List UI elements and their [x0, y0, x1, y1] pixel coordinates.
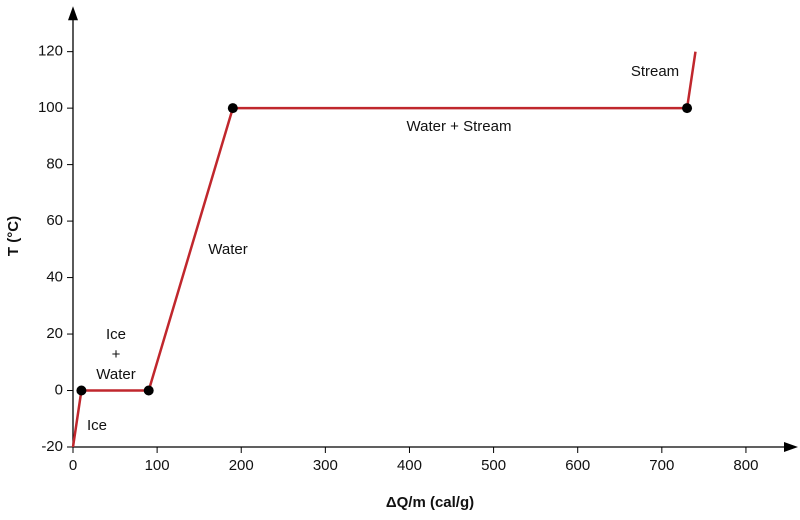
annotation: Ice: [87, 417, 107, 434]
y-axis-arrow: [68, 6, 78, 21]
data-line: [71, 51, 697, 448]
data-point: [143, 385, 154, 396]
annotation: Water + Stream: [407, 118, 512, 135]
data-point: [227, 103, 238, 114]
y-tick-label: 100: [38, 99, 63, 116]
data-point: [682, 103, 693, 114]
x-tick-label: 200: [229, 457, 254, 474]
x-tick-label: 700: [649, 457, 674, 474]
x-tick-label: 0: [69, 457, 77, 474]
annotation: Water: [96, 366, 135, 383]
y-tick-label: 40: [46, 269, 63, 286]
x-tick-label: 600: [565, 457, 590, 474]
x-axis-arrow: [784, 442, 798, 452]
y-tick-label: 60: [46, 212, 63, 229]
annotation: Water: [208, 241, 247, 258]
x-tick-label: 500: [481, 457, 506, 474]
y-axis-title: T (°C): [5, 216, 22, 256]
x-tick-label: 400: [397, 457, 422, 474]
x-tick-label: 300: [313, 457, 338, 474]
data-point: [76, 385, 87, 396]
annotation: Ice: [106, 326, 126, 343]
x-tick-label: 800: [733, 457, 758, 474]
y-tick-label: -20: [41, 438, 63, 455]
y-tick-label: 80: [46, 156, 63, 173]
y-tick-label: 20: [46, 325, 63, 342]
annotation: +: [112, 346, 121, 363]
x-tick-label: 100: [145, 457, 170, 474]
x-axis-title: ΔQ/m (cal/g): [386, 494, 474, 511]
y-tick-label: 120: [38, 43, 63, 60]
annotation: Stream: [631, 63, 679, 80]
y-tick-label: 0: [55, 381, 63, 398]
